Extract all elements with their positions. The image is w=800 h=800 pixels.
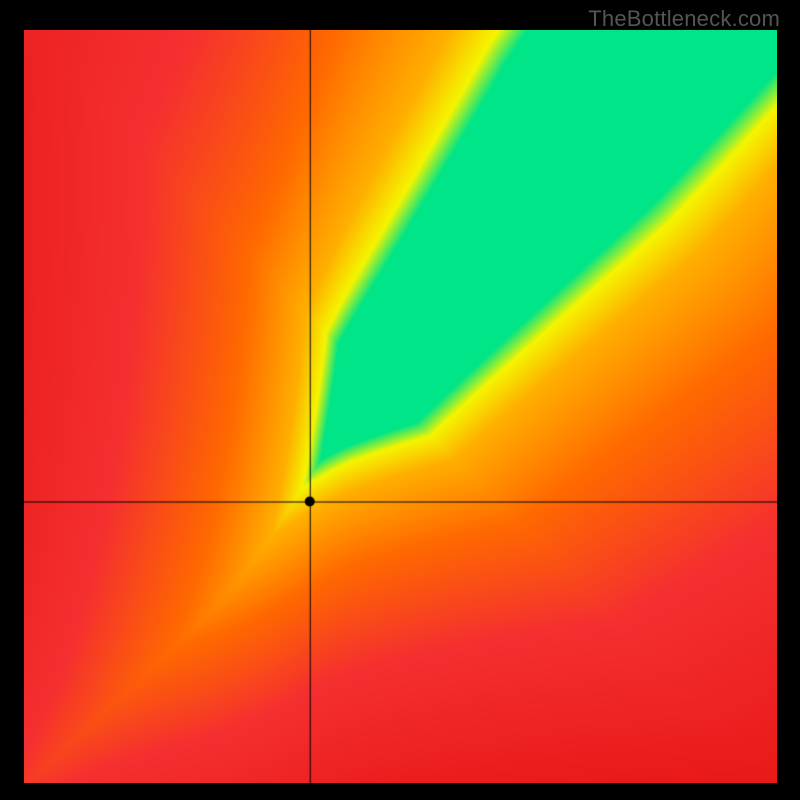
chart-container: TheBottleneck.com bbox=[0, 0, 800, 800]
plot-area bbox=[24, 30, 777, 783]
watermark-label: TheBottleneck.com bbox=[588, 6, 780, 32]
heatmap-canvas bbox=[24, 30, 777, 783]
